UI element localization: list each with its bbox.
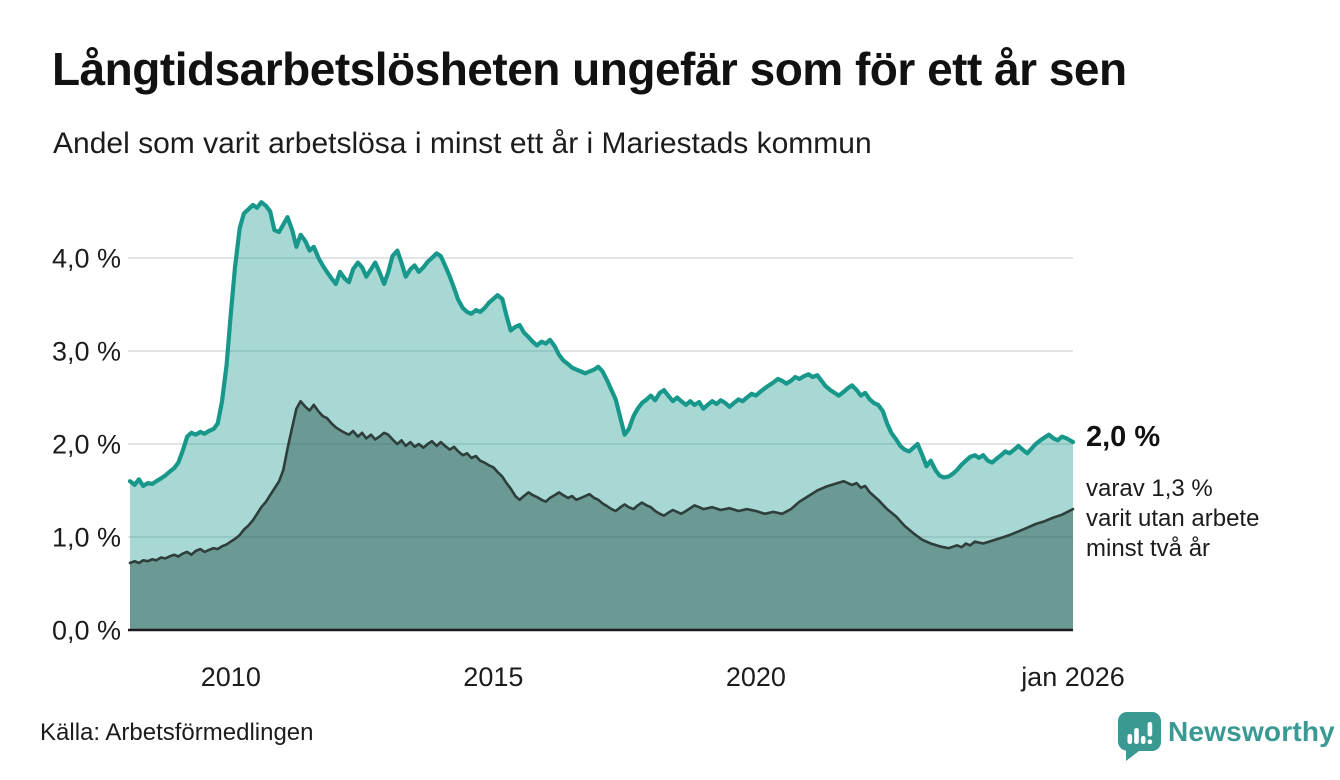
- x-axis-label: 2020: [726, 662, 786, 692]
- newsworthy-logo-icon: [1118, 712, 1161, 761]
- y-axis-label: 2,0 %: [52, 430, 121, 460]
- x-axis-label: 2010: [201, 662, 261, 692]
- series-line-unemployed-2years: [128, 399, 1075, 565]
- series-area-unemployed-2years: [130, 401, 1073, 630]
- page-title: Långtidsarbetslösheten ungefär som för e…: [52, 43, 1127, 95]
- y-axis-label: 4,0 %: [52, 244, 121, 274]
- speech-bubble-shape: [1118, 712, 1161, 761]
- exclamation-bar: [1147, 722, 1153, 737]
- page-subtitle: Andel som varit arbetslösa i minst ett å…: [53, 127, 872, 160]
- x-axis-label: 2015: [463, 662, 523, 692]
- exclamation-dot: [1147, 739, 1153, 745]
- newsworthy-wordmark: Newsworthy: [1168, 716, 1335, 747]
- y-axis-label: 0,0 %: [52, 616, 121, 646]
- bar-chart-glyph: [1127, 722, 1153, 745]
- series-line-unemployed-1year: [127, 200, 1076, 488]
- y-axis-label: 1,0 %: [52, 523, 121, 553]
- source-note: Källa: Arbetsförmedlingen: [40, 719, 314, 746]
- end-value-label: 2,0 %: [1086, 421, 1161, 453]
- end-note-label: varav 1,3 % varit utan arbete minst två …: [1086, 475, 1260, 562]
- newsworthy-logo: Newsworthy: [1117, 710, 1335, 762]
- x-axis-label: jan 2026: [1020, 662, 1125, 692]
- y-axis-label: 3,0 %: [52, 337, 121, 367]
